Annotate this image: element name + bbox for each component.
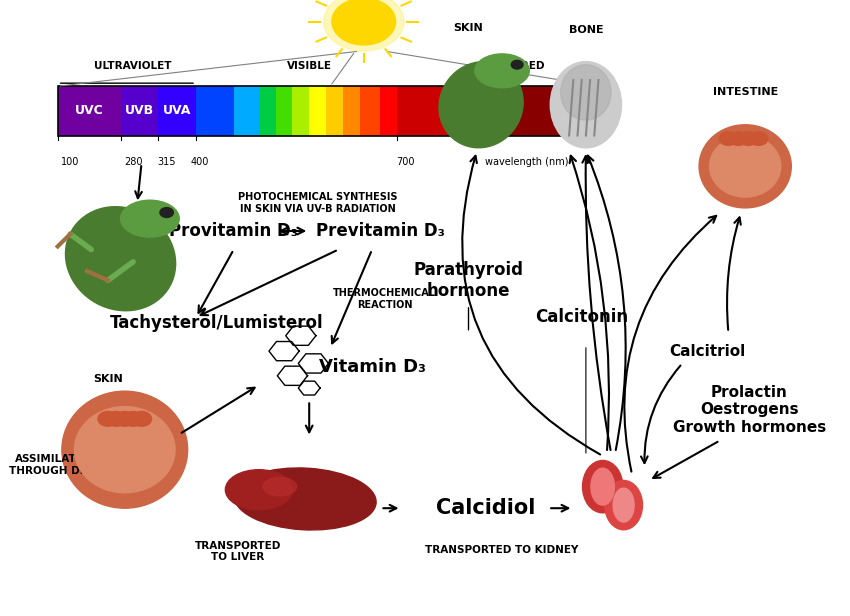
FancyBboxPatch shape	[343, 86, 360, 136]
FancyBboxPatch shape	[397, 86, 481, 136]
Ellipse shape	[439, 62, 523, 148]
FancyBboxPatch shape	[309, 86, 326, 136]
Circle shape	[98, 411, 118, 426]
Text: PHOTOCHEMICAL SYNTHESIS
IN SKIN VIA UV-B RADIATION: PHOTOCHEMICAL SYNTHESIS IN SKIN VIA UV-B…	[238, 192, 397, 214]
Ellipse shape	[62, 391, 188, 508]
Ellipse shape	[710, 136, 781, 197]
Text: VISIBLE: VISIBLE	[286, 61, 332, 71]
Circle shape	[123, 411, 143, 426]
Ellipse shape	[699, 125, 791, 208]
FancyBboxPatch shape	[58, 86, 121, 136]
Ellipse shape	[65, 207, 176, 310]
Ellipse shape	[561, 65, 611, 120]
FancyBboxPatch shape	[360, 86, 381, 136]
Text: UVA: UVA	[163, 104, 191, 118]
Text: 100: 100	[61, 157, 79, 167]
Ellipse shape	[591, 468, 615, 505]
FancyBboxPatch shape	[158, 86, 196, 136]
Ellipse shape	[75, 407, 175, 493]
Ellipse shape	[234, 468, 376, 530]
Text: Calcitriol: Calcitriol	[669, 344, 745, 359]
Ellipse shape	[264, 477, 297, 496]
Ellipse shape	[582, 461, 623, 513]
Text: SKIN: SKIN	[454, 23, 484, 33]
Text: Tachysterol/Lumisterol: Tachysterol/Lumisterol	[110, 314, 324, 333]
Text: THERMOCHEMICAL
REACTION: THERMOCHEMICAL REACTION	[333, 288, 436, 310]
Text: TRANSPORTED TO KIDNEY: TRANSPORTED TO KIDNEY	[425, 545, 579, 555]
Text: wavelength (nm): wavelength (nm)	[485, 157, 569, 167]
Text: Calcitonin: Calcitonin	[536, 308, 628, 326]
Text: Provitamin D₃: Provitamin D₃	[169, 222, 298, 240]
Ellipse shape	[225, 470, 292, 510]
FancyBboxPatch shape	[381, 86, 397, 136]
Circle shape	[332, 0, 395, 45]
Text: 315: 315	[157, 157, 176, 167]
FancyBboxPatch shape	[121, 86, 158, 136]
Text: BONE: BONE	[569, 25, 603, 34]
Text: SKIN: SKIN	[94, 374, 123, 384]
Text: Prolactin
Oestrogens
Growth hormones: Prolactin Oestrogens Growth hormones	[672, 385, 826, 434]
Ellipse shape	[604, 480, 643, 530]
Text: UVC: UVC	[75, 104, 104, 118]
Text: ULTRAVIOLET: ULTRAVIOLET	[94, 61, 172, 71]
Text: Parathyroid
hormone: Parathyroid hormone	[413, 261, 524, 299]
Circle shape	[740, 132, 757, 145]
Text: 700: 700	[396, 157, 415, 167]
Text: INTESTINE: INTESTINE	[712, 87, 778, 97]
Text: Previtamin D₃: Previtamin D₃	[316, 222, 445, 240]
Ellipse shape	[613, 488, 634, 522]
Circle shape	[750, 132, 768, 145]
Circle shape	[132, 411, 151, 426]
Circle shape	[719, 132, 738, 145]
Circle shape	[511, 60, 523, 69]
Text: ASSIMILATED
THROUGH DIET: ASSIMILATED THROUGH DIET	[9, 454, 98, 476]
Circle shape	[160, 208, 173, 217]
Text: INFRARED: INFRARED	[484, 61, 544, 71]
FancyBboxPatch shape	[481, 86, 598, 136]
Ellipse shape	[550, 62, 621, 148]
Ellipse shape	[121, 200, 179, 237]
FancyBboxPatch shape	[275, 86, 292, 136]
Text: UVB: UVB	[125, 104, 154, 118]
Text: 400: 400	[191, 157, 209, 167]
FancyBboxPatch shape	[326, 86, 343, 136]
FancyBboxPatch shape	[259, 86, 275, 136]
Text: Calcidiol: Calcidiol	[435, 498, 535, 518]
Circle shape	[324, 0, 404, 51]
Circle shape	[106, 411, 127, 426]
FancyBboxPatch shape	[292, 86, 309, 136]
Text: Vitamin D₃: Vitamin D₃	[319, 357, 426, 376]
Text: 280: 280	[124, 157, 143, 167]
Circle shape	[729, 132, 748, 145]
Circle shape	[115, 411, 135, 426]
FancyBboxPatch shape	[196, 86, 234, 136]
Text: TRANSPORTED
TO LIVER: TRANSPORTED TO LIVER	[195, 540, 281, 562]
Ellipse shape	[475, 54, 530, 88]
FancyBboxPatch shape	[234, 86, 259, 136]
